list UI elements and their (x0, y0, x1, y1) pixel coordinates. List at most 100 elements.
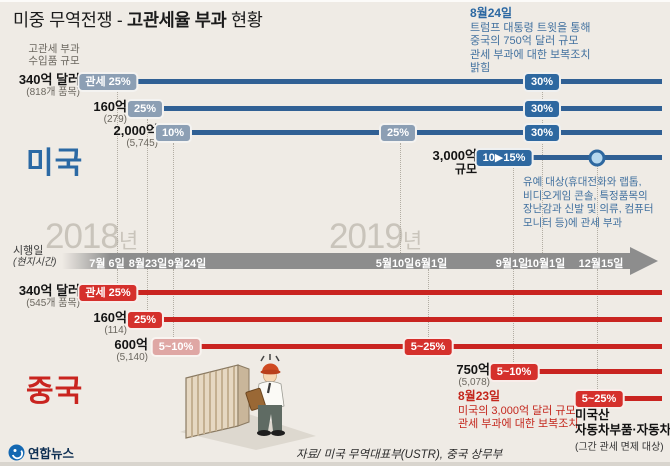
note-exempt: 유예 대상(휴대전화와 랩톱, 비디오게임 콘솔, 특정품목의 장난감과 신발 및 … (523, 176, 654, 230)
text-line: 모니터 등)에 관세 부과 (523, 216, 623, 229)
rate-badge: 30% (522, 99, 562, 119)
yonhap-logo-icon (8, 444, 25, 461)
title-post: 현황 (226, 10, 263, 30)
scale-amount: 340억 달러 (18, 283, 80, 298)
rate-badge: 5~10% (488, 362, 540, 382)
yonhap-logo: 연합뉴스 (8, 443, 74, 462)
tick-connector-line (173, 143, 174, 253)
rate-badge: 25% (125, 310, 165, 330)
tariff-bar-china (108, 290, 662, 295)
scale-amount: 600억 (114, 337, 148, 352)
text-line: 트럼프 대통령 트윗을 통해 (470, 21, 591, 34)
note-title: 미국산 자동차부품·자동차 (575, 408, 670, 437)
tariff-bar-china (145, 317, 662, 322)
scale-items: (5,078) (458, 377, 490, 388)
scale-items: (114) (104, 325, 127, 336)
year-2018: 2018년 (45, 217, 138, 257)
tariff-bar-usa (173, 130, 662, 135)
scale-label: 2,000억 (5,745) (114, 123, 159, 150)
scale-label: 160억 (279) (93, 99, 127, 126)
bottom-border (0, 462, 670, 466)
rate-badge: 관세 25% (77, 283, 139, 303)
scale-amount: 3,000억 (432, 148, 478, 163)
text-line: 밝힘 (470, 62, 491, 74)
tick-connector-line (513, 168, 514, 253)
scale-label: 340억 달러 (545개 품목) (19, 283, 80, 310)
note-autoparts: 미국산 자동차부품·자동차 (그간 관세 면제 대상) (575, 408, 670, 453)
scale-label: 600억 (5,140) (114, 337, 148, 364)
page-title: 미중 무역전쟁 - 고관세율 부과 현황 (13, 7, 263, 32)
tick-connector-line (117, 92, 118, 253)
scale-label: 750억 (5,078) (456, 362, 490, 389)
note-body: 트럼프 대통령 트윗을 통해 중국의 750억 달러 규모 관세 부과에 대한 보복… (470, 22, 591, 76)
container-front (185, 364, 239, 439)
rate-badge: 5~25% (573, 389, 625, 409)
note-body: 미국의 3,000억 달러 규모 관세 부과에 대한 보복조치 (458, 405, 579, 432)
container-ribs (191, 366, 235, 437)
text-line: 고관세 부과 (28, 43, 80, 55)
rate-badge: 5~25% (402, 337, 454, 357)
note-sub: (그간 관세 면제 대상) (575, 442, 664, 453)
tick-connector-line (428, 269, 429, 337)
top-border (0, 0, 670, 2)
container-worker-illustration (180, 354, 316, 450)
timeline-date: 9월1일 (495, 258, 529, 270)
shoe (271, 430, 285, 436)
timeline-bar (62, 253, 632, 269)
tick-connector-line (147, 269, 148, 310)
text-line: 수입품 규모 (28, 55, 80, 67)
text-line: 관세 부과에 대한 보복조치 (470, 48, 591, 61)
timeline-date: 9월24일 (167, 258, 207, 270)
text-line: 미국의 3,000억 달러 규모 (458, 404, 576, 417)
group-label-china: 중국 (26, 375, 84, 408)
rate-badge: 30% (522, 123, 562, 143)
rate-badge: 30% (522, 72, 562, 92)
scale-label: 3,000억 규모 (433, 148, 478, 175)
scale-items: (818개 품목) (26, 87, 80, 98)
tick-connector-line (513, 269, 514, 362)
text-line: 장난감과 신발 및 의류, 컴퓨터 (523, 203, 654, 215)
scale-amount: 160억 (93, 99, 127, 114)
tariff-bar-china (514, 369, 662, 374)
tariff-bar-china (599, 396, 662, 401)
tick-connector-line (400, 143, 401, 253)
container-side (237, 364, 250, 427)
year-number: 2019 (329, 217, 404, 256)
scale-items: (5,140) (116, 352, 148, 363)
scale-label: 340억 달러 (818개 품목) (19, 72, 80, 99)
text-line: 중국의 750억 달러 규모 (470, 35, 579, 47)
surprise-marks (260, 354, 280, 362)
title-pre: 미중 무역전쟁 - (13, 10, 128, 30)
note-aug24: 8월24일 트럼프 대통령 트윗을 통해 중국의 750억 달러 규모 관세 부과에… (470, 6, 591, 76)
rate-badge: 10▶15% (474, 148, 534, 168)
tariff-bar-usa (145, 106, 662, 111)
text-line: 비디오게임 콘솔, 특정품목의 (523, 189, 648, 202)
deferred-date-marker (588, 149, 606, 167)
scale-amount: 2,000억 (113, 123, 159, 138)
text-line: 관세 부과에 대한 보복조치 (458, 418, 579, 430)
axis-label-line: (현지시간) (13, 257, 57, 268)
tick-connector-line (173, 269, 174, 337)
timeline-date: 8월23일 (128, 258, 168, 270)
year-number: 2018 (45, 217, 120, 256)
shoe (257, 430, 271, 436)
scale-items: (5,745) (126, 138, 158, 149)
scale-amount: 340억 달러 (18, 72, 80, 87)
title-strong: 고관세율 부과 (127, 10, 227, 30)
timeline-arrow-head (630, 247, 658, 275)
rate-badge: 25% (378, 123, 418, 143)
scale-label: 160억 (114) (93, 310, 127, 337)
scale-amount: 160억 (93, 310, 127, 325)
tick-connector-line (117, 269, 118, 283)
source-credit: 자료/ 미국 무역대표부(USTR), 중국 상무부 (296, 449, 503, 461)
note-aug23: 8월23일 미국의 3,000억 달러 규모 관세 부과에 대한 보복조치 (458, 389, 579, 432)
group-label-usa: 미국 (26, 147, 84, 180)
tick-connector-line (542, 92, 543, 253)
tick-connector-line (597, 166, 598, 253)
text-line: 자동차부품·자동차 (575, 422, 670, 437)
text-line: 유예 대상(휴대전화와 랩톱, (523, 176, 642, 188)
scale-items: (545개 품목) (26, 298, 80, 309)
pants (258, 405, 282, 431)
tariff-bar-usa (108, 79, 662, 84)
